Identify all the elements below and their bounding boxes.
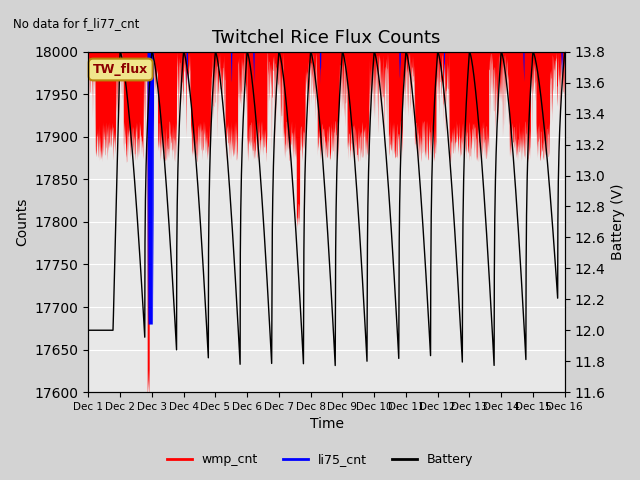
X-axis label: Time: Time xyxy=(310,418,344,432)
Y-axis label: Battery (V): Battery (V) xyxy=(611,184,625,260)
Y-axis label: Counts: Counts xyxy=(15,198,29,246)
Title: Twitchel Rice Flux Counts: Twitchel Rice Flux Counts xyxy=(212,29,441,48)
Text: TW_flux: TW_flux xyxy=(93,63,148,76)
Legend: wmp_cnt, li75_cnt, Battery: wmp_cnt, li75_cnt, Battery xyxy=(162,448,478,471)
Text: No data for f_li77_cnt: No data for f_li77_cnt xyxy=(13,17,139,30)
